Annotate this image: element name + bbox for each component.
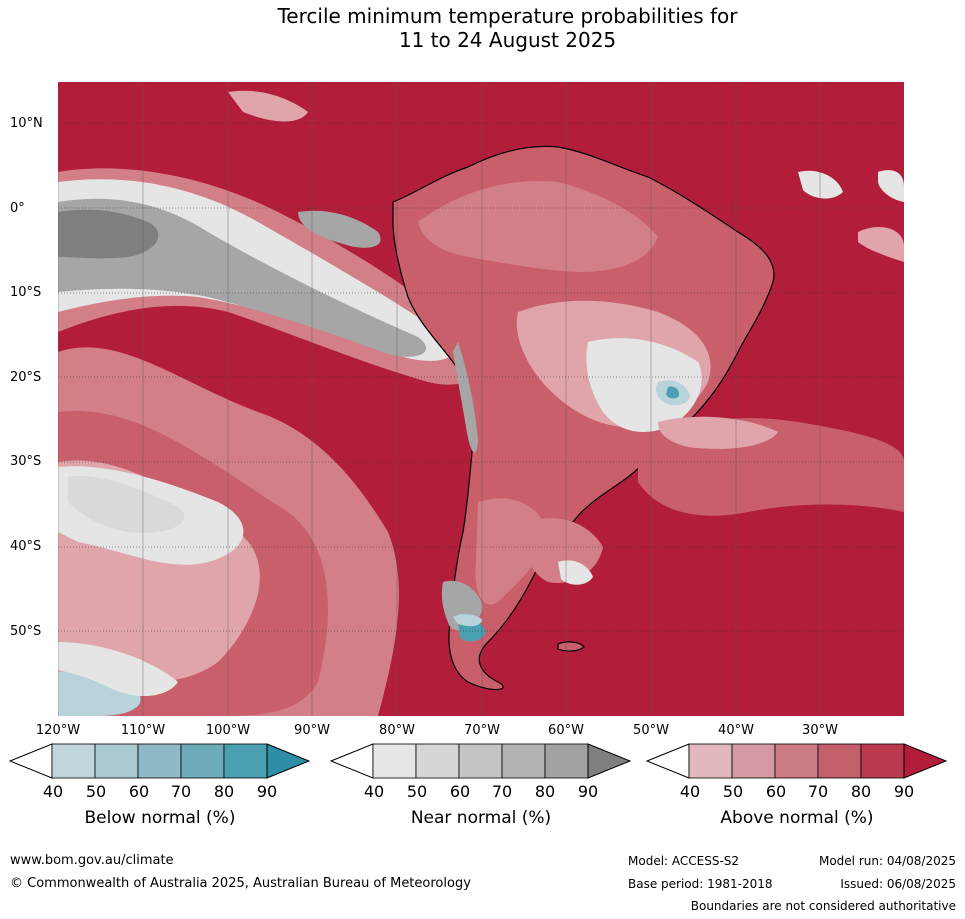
tierra-del-fuego-light-below (453, 614, 483, 627)
east-atlantic-light-patch (878, 170, 904, 202)
above-colorbar-swatch (688, 743, 733, 779)
lat-label: 0° (10, 201, 25, 216)
near-colorbar-swatch (458, 743, 503, 779)
boundaries-disclaimer: Boundaries are not considered authoritat… (690, 899, 956, 913)
above-normal-colorbar (645, 743, 948, 783)
colorbar-tick: 70 (491, 782, 513, 801)
colorbar-over-triangle (266, 743, 311, 779)
near-colorbar-swatch (544, 743, 589, 779)
near-normal-title: Near normal (%) (410, 808, 552, 828)
lat-label: 40°S (10, 539, 42, 554)
lat-label: 50°S (10, 624, 42, 639)
title-line-1: Tercile minimum temperature probabilitie… (277, 4, 738, 28)
north-atlantic-light-patch (798, 170, 843, 199)
colorbar-tick: 60 (449, 782, 471, 801)
below-normal-colorbar-svg (8, 743, 311, 779)
near-normal-colorbar-svg (329, 743, 632, 779)
andes-grey-strip (453, 342, 478, 453)
website-link[interactable]: www.bom.gov.au/climate (10, 853, 174, 868)
lon-label: 40°W (718, 723, 754, 738)
lon-label: 50°W (633, 723, 669, 738)
argentine-shelf-light (558, 560, 593, 585)
above-colorbar-swatch (860, 743, 905, 779)
brazil-near-normal-region (586, 338, 702, 432)
chart-title: Tercile minimum temperature probabilitie… (0, 4, 965, 52)
below-normal-title: Below normal (%) (84, 808, 236, 828)
model-run-date: Model run: 04/08/2025 (818, 854, 956, 868)
lon-label: 90°W (294, 723, 330, 738)
colorbar-tick: 40 (42, 782, 64, 801)
east-atlantic-light-streak (858, 227, 904, 262)
title-line-2: 11 to 24 August 2025 (398, 28, 617, 52)
above-normal-title: Above normal (%) (720, 808, 874, 828)
below-colorbar-swatch (180, 743, 225, 779)
lon-label: 110°W (120, 723, 166, 738)
copyright-text: © Commonwealth of Australia 2025, Austra… (10, 876, 471, 891)
colorbar-tick: 90 (893, 782, 915, 801)
below-colorbar-swatch (223, 743, 268, 779)
lat-label: 30°S (10, 454, 42, 469)
northeast-pacific-light-patch (228, 90, 308, 122)
lat-label: 10°S (10, 285, 42, 300)
south-pacific-grey-patch (68, 476, 185, 533)
map-gridlines (58, 82, 904, 716)
near-normal-colorbar (329, 743, 632, 783)
lon-label: 100°W (205, 723, 251, 738)
below-colorbar-swatch (94, 743, 139, 779)
issued-date: Issued: 06/08/2025 (840, 877, 956, 891)
galapagos-grey-patch (298, 210, 381, 248)
model-name: Model: ACCESS-S2 (628, 854, 740, 868)
near-colorbar-swatch (501, 743, 546, 779)
colorbar-under-triangle (645, 743, 690, 779)
colorbar-under-triangle (329, 743, 374, 779)
below-normal-colorbar (8, 743, 311, 783)
lon-label: 70°W (464, 723, 500, 738)
southeast-brazil-dark-below-patch (666, 386, 680, 399)
lon-label: 80°W (379, 723, 415, 738)
above-colorbar-swatch (731, 743, 776, 779)
colorbar-over-triangle (587, 743, 632, 779)
near-colorbar-swatch (415, 743, 460, 779)
colorbar-tick: 80 (850, 782, 872, 801)
colorbar-tick: 70 (170, 782, 192, 801)
south-atlantic-light-patch (658, 416, 778, 449)
above-colorbar-swatch (774, 743, 819, 779)
lon-label: 120°W (35, 723, 81, 738)
colorbar-over-triangle (903, 743, 948, 779)
colorbar-tick: 50 (406, 782, 428, 801)
colorbar-tick: 90 (256, 782, 278, 801)
colorbar-tick: 80 (213, 782, 235, 801)
map-svg (58, 82, 904, 716)
base-period: Base period: 1981-2018 (628, 877, 773, 891)
falkland-islands (557, 641, 585, 652)
colorbar-tick: 60 (765, 782, 787, 801)
colorbar-tick: 50 (722, 782, 744, 801)
colorbar-tick: 50 (85, 782, 107, 801)
lat-label: 20°S (10, 370, 42, 385)
colorbar-tick: 70 (807, 782, 829, 801)
near-colorbar-swatch (372, 743, 417, 779)
colorbar-under-triangle (8, 743, 53, 779)
colorbar-tick: 40 (363, 782, 385, 801)
equatorial-pacific-dark-grey-core (58, 209, 159, 259)
above-colorbar-swatch (817, 743, 862, 779)
amazon-pink-region (418, 181, 658, 272)
lon-label: 60°W (548, 723, 584, 738)
colorbar-tick: 60 (128, 782, 150, 801)
above-normal-colorbar-svg (645, 743, 948, 779)
southwest-near-normal-patch (58, 642, 178, 697)
lon-label: 30°W (802, 723, 838, 738)
colorbar-tick: 80 (534, 782, 556, 801)
below-colorbar-swatch (51, 743, 96, 779)
below-colorbar-swatch (137, 743, 182, 779)
lat-label: 10°N (10, 116, 43, 131)
colorbar-tick: 90 (577, 782, 599, 801)
colorbar-tick: 40 (679, 782, 701, 801)
probability-map (58, 82, 904, 716)
